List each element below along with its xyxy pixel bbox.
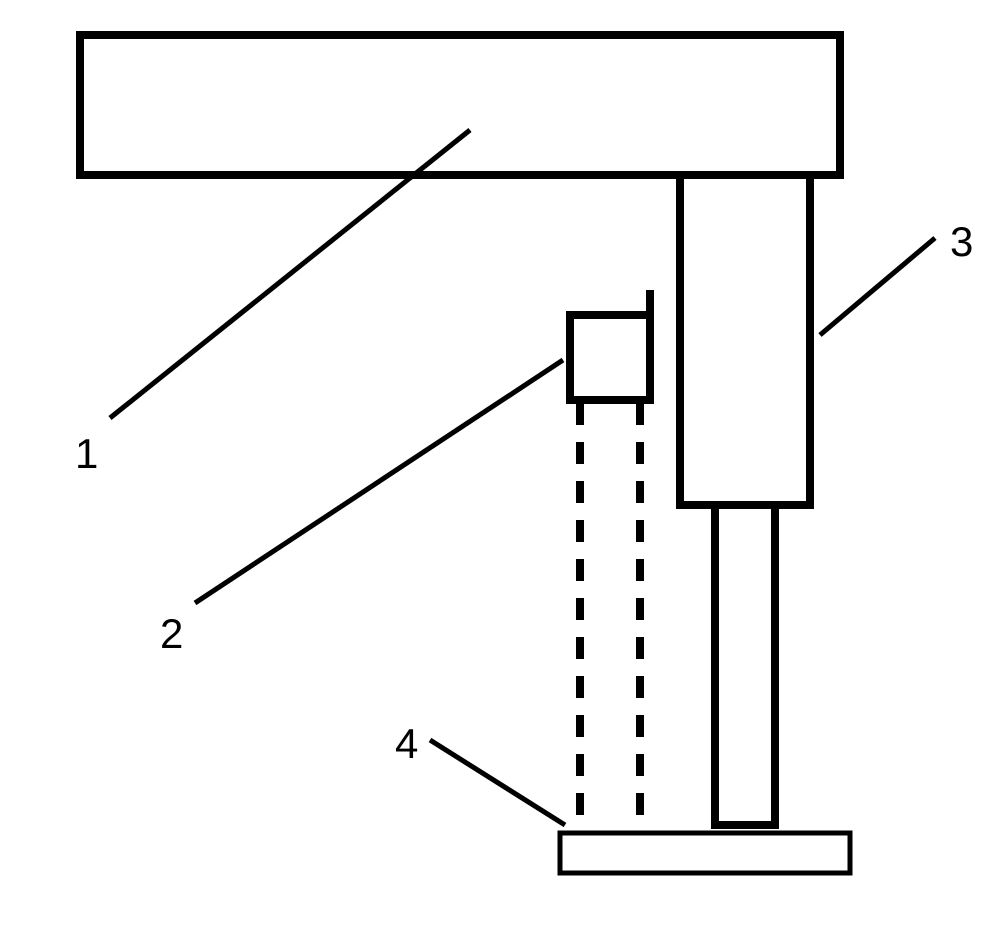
vertical-column [680,175,810,505]
label-3: 3 [950,218,973,266]
label-2: 2 [160,610,183,658]
schematic-svg [0,0,1000,925]
leader-line-2 [195,360,563,603]
leader-line-3 [820,238,935,335]
diagram-container: 1 2 3 4 [0,0,1000,925]
sensor-box [570,315,650,400]
top-beam [80,35,840,175]
inner-rod [715,505,775,825]
base-plate [560,833,850,873]
leader-line-4 [430,740,565,825]
label-4: 4 [395,720,418,768]
label-1: 1 [75,430,98,478]
